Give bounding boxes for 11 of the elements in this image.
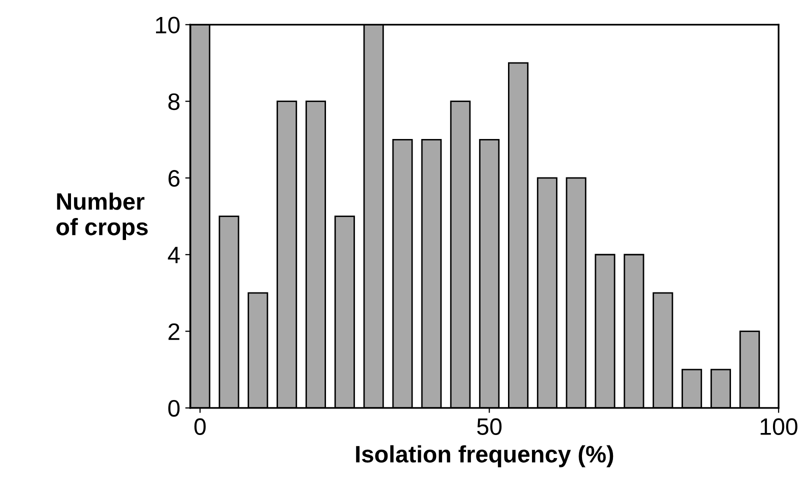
y-axis-title: Number of crops	[56, 192, 148, 240]
y-tick-label: 10	[156, 16, 180, 34]
y-tick-label: 2	[168, 323, 180, 340]
y-tick-label: 6	[168, 170, 180, 187]
x-tick-label: 100	[760, 418, 798, 435]
y-tick-label: 4	[168, 246, 180, 264]
x-axis-title: Isolation frequency (%)	[356, 445, 614, 468]
y-tick-label: 0	[168, 400, 180, 417]
y-tick-label: 8	[168, 93, 180, 110]
x-tick-label: 0	[194, 418, 206, 435]
x-tick-label: 50	[477, 418, 502, 435]
